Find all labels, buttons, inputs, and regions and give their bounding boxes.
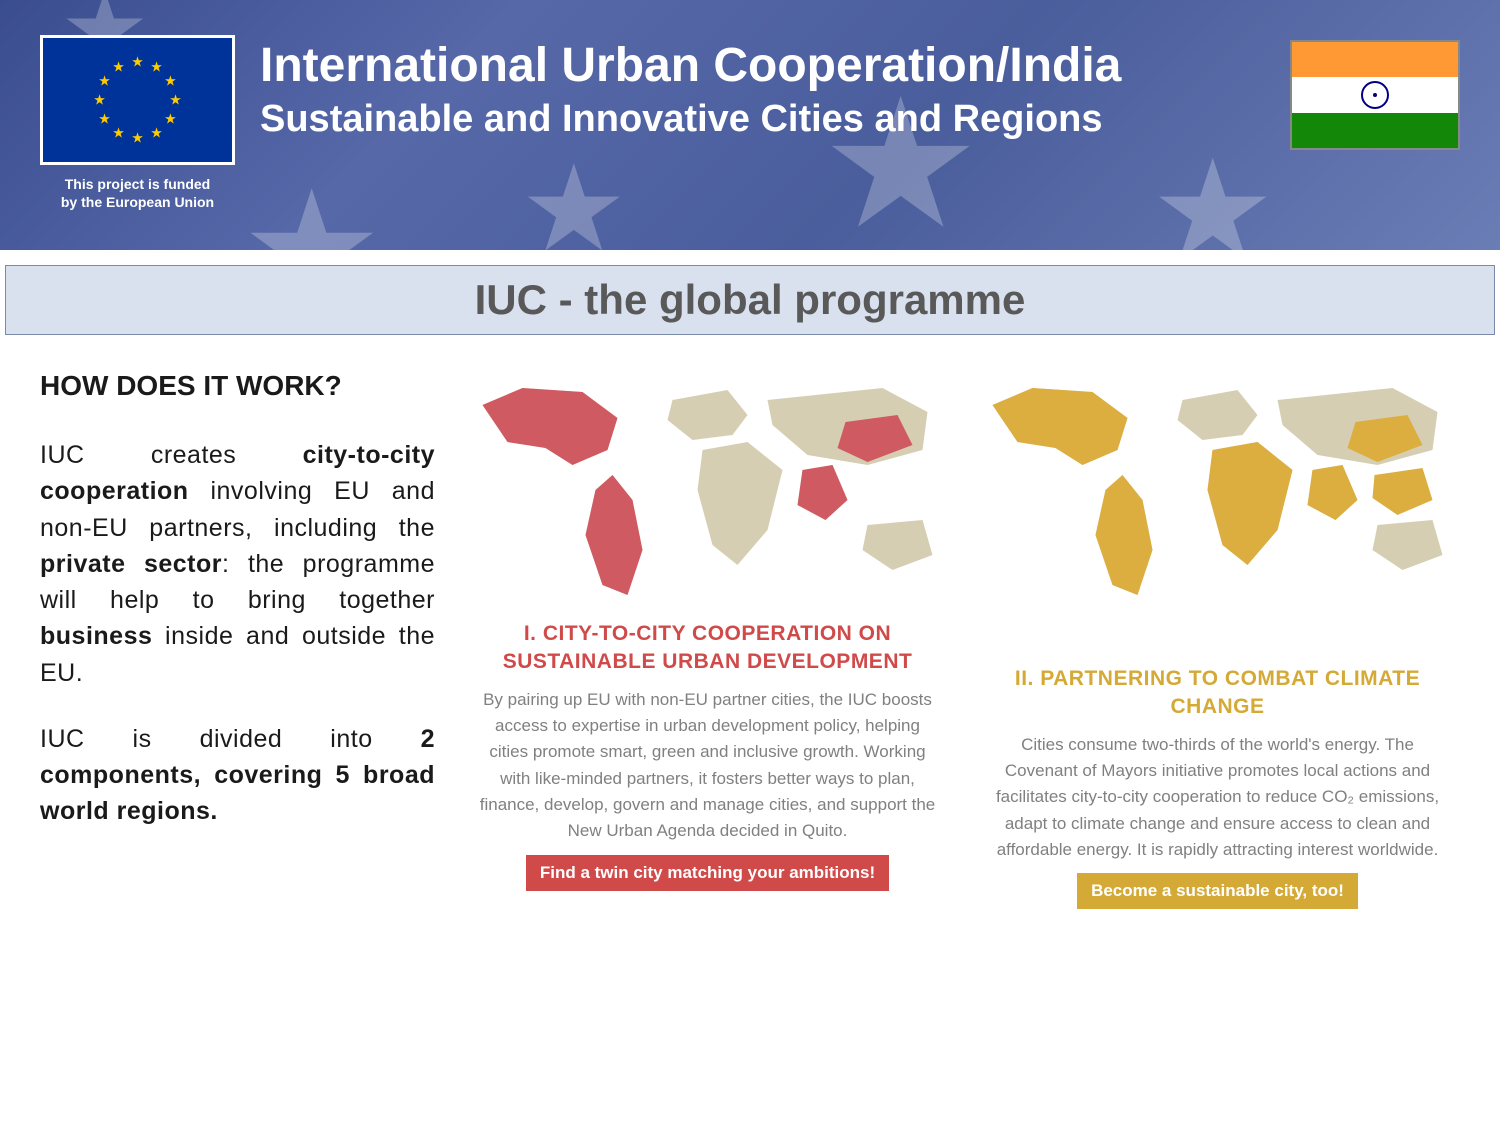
right-column: I. CITY-TO-CITY COOPERATION ON SUSTAINAB… <box>465 370 1460 909</box>
component-1-title: I. CITY-TO-CITY COOPERATION ON SUSTAINAB… <box>465 620 950 677</box>
how-heading: HOW DOES IT WORK? <box>40 370 435 402</box>
component-2: II. PARTNERING TO COMBAT CLIMATE CHANGE … <box>975 370 1460 909</box>
component-2-cta[interactable]: Become a sustainable city, too! <box>1077 873 1358 909</box>
left-column: HOW DOES IT WORK? IUC creates city-to-ci… <box>40 370 435 909</box>
map-component-2 <box>975 370 1460 610</box>
component-1: I. CITY-TO-CITY COOPERATION ON SUSTAINAB… <box>465 370 950 909</box>
title-bar-text: IUC - the global programme <box>475 276 1026 323</box>
component-2-title: II. PARTNERING TO COMBAT CLIMATE CHANGE <box>975 665 1460 722</box>
how-para-1: IUC creates city-to-city cooperation inv… <box>40 437 435 691</box>
map-component-1 <box>465 370 950 610</box>
content-area: HOW DOES IT WORK? IUC creates city-to-ci… <box>0 335 1500 909</box>
component-1-cta[interactable]: Find a twin city matching your ambitions… <box>526 855 889 891</box>
header-banner: ★ ★ ★ ★ ★ ★★★★★★★★★★★★ This project is f… <box>0 0 1500 250</box>
ashoka-chakra-icon <box>1361 81 1389 109</box>
component-1-desc: By pairing up EU with non-EU partner cit… <box>465 687 950 845</box>
eu-flag: ★★★★★★★★★★★★ <box>40 35 235 165</box>
how-para-2: IUC is divided into 2 components, coveri… <box>40 721 435 830</box>
title-bar: IUC - the global programme <box>5 265 1495 335</box>
component-2-desc: Cities consume two-thirds of the world's… <box>975 732 1460 864</box>
